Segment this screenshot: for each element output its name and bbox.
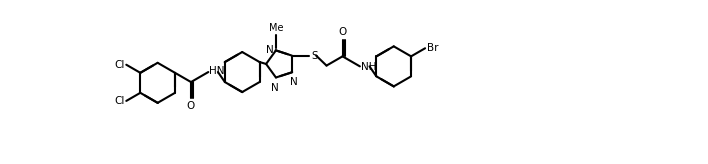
Text: N: N	[270, 82, 278, 92]
Text: Me: Me	[268, 23, 283, 33]
Text: S: S	[311, 51, 318, 61]
Text: O: O	[338, 28, 347, 38]
Text: HN: HN	[210, 66, 225, 76]
Text: O: O	[187, 101, 195, 111]
Text: Br: Br	[427, 43, 438, 53]
Text: NH: NH	[361, 62, 377, 72]
Text: N: N	[290, 77, 297, 87]
Text: Cl: Cl	[114, 60, 125, 70]
Text: N: N	[266, 45, 273, 55]
Text: Cl: Cl	[114, 96, 125, 106]
